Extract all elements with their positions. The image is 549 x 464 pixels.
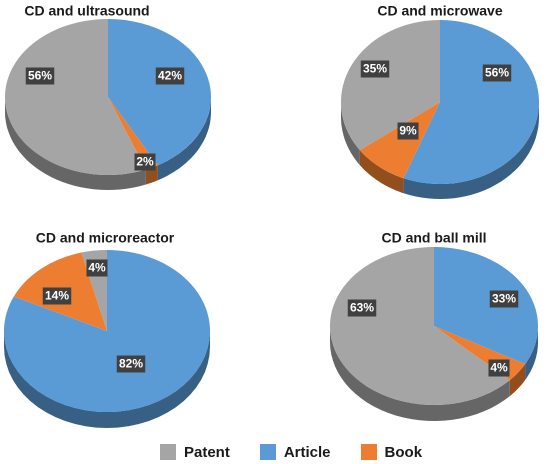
pie-side-wall-2 — [341, 102, 539, 199]
data-label-box — [347, 299, 377, 317]
data-label-article: 42% — [155, 67, 185, 85]
pie-side-wall-4 — [330, 326, 538, 421]
data-label-patent: 4% — [86, 259, 108, 277]
legend-label-patent: Patent — [184, 443, 230, 461]
data-label-text: 56% — [485, 66, 509, 80]
pie-slice-article — [108, 19, 211, 166]
data-label-text: 9% — [399, 124, 417, 138]
data-label-book: 2% — [134, 153, 156, 171]
pie-slice-article — [434, 246, 539, 365]
data-label-text: 82% — [119, 357, 143, 371]
data-label-box — [488, 359, 510, 377]
data-label-patent: 63% — [347, 299, 377, 317]
pie-slice-patent — [329, 246, 510, 405]
data-label-box — [489, 290, 519, 308]
chart-title-4: CD and ball mill — [381, 230, 486, 246]
pie-side-patent — [341, 102, 360, 166]
data-label-box — [360, 60, 390, 78]
pie-side-patent — [5, 97, 146, 190]
pie-slice-book — [108, 97, 158, 170]
pie-chart-2: CD and microwave 56% 9% 35% — [341, 3, 540, 199]
pie-slice-article — [403, 20, 540, 184]
data-label-book: 4% — [488, 359, 510, 377]
pie-side-patent — [330, 326, 510, 421]
data-label-box — [482, 64, 512, 82]
data-label-box — [42, 287, 72, 305]
pie-slice-patent — [341, 20, 440, 151]
pie-side-book — [509, 364, 526, 397]
data-label-article: 82% — [116, 355, 146, 373]
data-label-book: 9% — [397, 122, 419, 140]
data-label-box — [134, 153, 156, 171]
legend-label-book: Book — [384, 443, 423, 461]
data-label-text: 56% — [28, 69, 52, 83]
legend-swatch-article — [259, 444, 276, 460]
pie-side-wall-3 — [4, 331, 210, 428]
pie-side-article — [157, 97, 211, 181]
legend-label-article: Article — [283, 443, 331, 461]
data-label-text: 63% — [350, 301, 374, 315]
pie-chart-3: CD and microreactor 82% 14% 4% — [3, 230, 210, 428]
data-label-patent: 35% — [360, 60, 390, 78]
legend: Patent Article Book — [160, 441, 460, 463]
legend-swatch-book — [360, 444, 377, 460]
data-label-text: 2% — [136, 155, 154, 169]
data-label-box — [86, 259, 108, 277]
pie-side-article — [4, 331, 210, 428]
data-label-text: 33% — [492, 292, 516, 306]
data-label-patent: 56% — [25, 67, 55, 85]
pie-slice-patent — [4, 19, 146, 175]
data-label-book: 14% — [42, 287, 72, 305]
chart-title-2: CD and microwave — [377, 3, 502, 19]
legend-item-patent: Patent — [160, 444, 230, 461]
pie-side-book — [359, 150, 404, 194]
data-label-text: 4% — [490, 361, 508, 375]
pie-side-article — [403, 102, 539, 199]
data-label-box — [25, 67, 55, 85]
pie-chart-1: CD and ultrasound 42% 2% 56% — [4, 3, 211, 190]
data-label-box — [155, 67, 185, 85]
chart-title-3: CD and microreactor — [36, 230, 175, 246]
data-label-text: 42% — [158, 69, 182, 83]
pie-chart-4: CD and ball mill 33% 4% 63% — [329, 230, 539, 421]
pie-slice-article — [3, 250, 210, 412]
pie-side-article — [525, 326, 538, 381]
data-label-text: 14% — [45, 289, 69, 303]
data-label-box — [116, 355, 146, 373]
data-label-article: 33% — [489, 290, 519, 308]
chart-title-1: CD and ultrasound — [24, 3, 149, 19]
legend-swatch-patent — [160, 444, 176, 460]
data-label-text: 35% — [363, 62, 387, 76]
data-label-article: 56% — [482, 64, 512, 82]
legend-item-article: Article — [259, 443, 331, 461]
pie-slice-book — [359, 102, 440, 179]
data-label-box — [397, 122, 419, 140]
data-label-text: 4% — [88, 261, 106, 275]
legend-item-book: Book — [360, 443, 423, 461]
